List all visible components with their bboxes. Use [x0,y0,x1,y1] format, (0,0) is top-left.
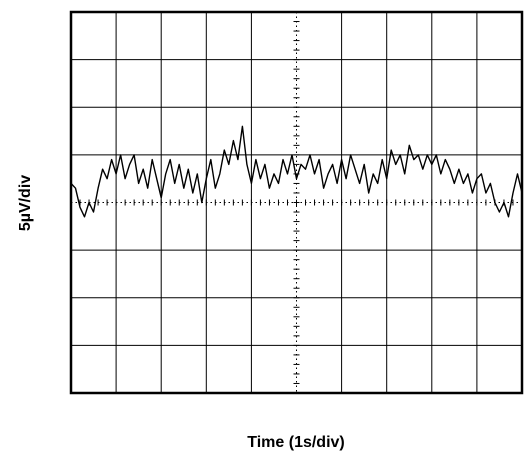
noise-trace [70,125,523,218]
x-axis-label: Time (1s/div) [247,434,345,451]
y-axis-label: 5µV/div [17,175,34,231]
